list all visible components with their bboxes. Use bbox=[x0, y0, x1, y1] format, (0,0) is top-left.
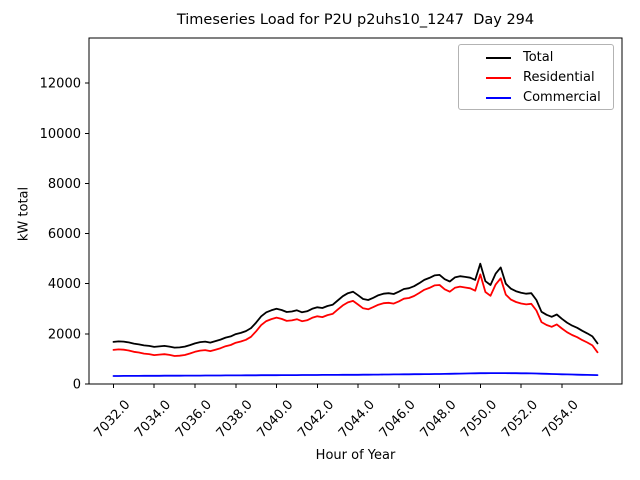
x-tick-label: 7054.0 bbox=[540, 397, 582, 441]
y-axis-tick-labels: 0 2000 4000 6000 8000 10000 12000 bbox=[40, 77, 81, 393]
x-tick-label: 7046.0 bbox=[377, 397, 419, 441]
y-tick-label: 0 bbox=[73, 378, 81, 393]
x-tick-label: 7034.0 bbox=[132, 397, 174, 441]
y-tick-label: 8000 bbox=[48, 177, 81, 192]
y-tick-label: 12000 bbox=[40, 77, 81, 92]
x-tick-label: 7050.0 bbox=[458, 397, 500, 441]
legend-label-residential: Residential bbox=[523, 70, 595, 85]
y-tick-label: 2000 bbox=[48, 327, 81, 342]
legend-line-sample-residential-icon bbox=[486, 76, 511, 80]
axes-frame bbox=[88, 37, 623, 385]
x-tick-label: 7044.0 bbox=[336, 397, 378, 441]
y-tick-label: 4000 bbox=[48, 277, 81, 292]
legend-line-sample-total-icon bbox=[486, 56, 511, 60]
legend: Total Residential Commercial bbox=[458, 44, 614, 110]
y-tick-label: 6000 bbox=[48, 227, 81, 242]
y-axis-ticks bbox=[85, 82, 89, 385]
legend-entry-commercial: Commercial bbox=[486, 88, 607, 108]
x-tick-label: 7048.0 bbox=[418, 397, 460, 441]
x-tick-label: 7040.0 bbox=[254, 397, 296, 441]
x-axis-ticks bbox=[112, 384, 563, 388]
series-line-residential bbox=[112, 273, 599, 357]
legend-entry-residential: Residential bbox=[486, 68, 607, 88]
x-tick-label: 7036.0 bbox=[173, 397, 215, 441]
chart-title: Timeseries Load for P2U p2uhs10_1247 Day… bbox=[176, 12, 535, 28]
legend-label-commercial: Commercial bbox=[523, 90, 601, 105]
series-line-commercial bbox=[112, 372, 599, 377]
y-tick-label: 10000 bbox=[40, 127, 81, 142]
x-tick-label: 7052.0 bbox=[499, 397, 541, 441]
x-tick-label: 7032.0 bbox=[91, 397, 133, 441]
y-axis-label: kW total bbox=[16, 186, 32, 242]
x-axis-tick-labels: 7032.07034.07036.07038.07040.07042.07044… bbox=[91, 397, 581, 441]
x-tick-label: 7038.0 bbox=[214, 397, 256, 441]
legend-entry-total: Total bbox=[486, 48, 607, 68]
x-axis-label: Hour of Year bbox=[315, 448, 396, 463]
x-tick-label: 7042.0 bbox=[295, 397, 337, 441]
series-lines bbox=[112, 262, 599, 377]
series-line-total bbox=[112, 262, 599, 349]
legend-label-total: Total bbox=[523, 50, 554, 65]
legend-line-sample-commercial-icon bbox=[486, 96, 511, 100]
